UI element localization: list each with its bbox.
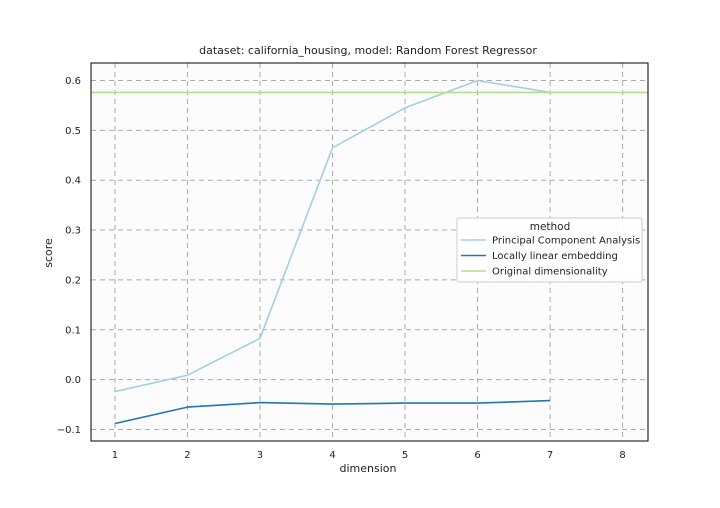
legend-label-principal-component-analysis: Principal Component Analysis (492, 236, 640, 247)
x-axis-label: dimension (340, 462, 397, 475)
legend-label-locally-linear-embedding: Locally linear embedding (492, 251, 618, 262)
y-tick-label: 0.3 (65, 226, 81, 237)
x-tick-label: 3 (257, 450, 263, 461)
y-tick-label: 0.5 (65, 126, 81, 137)
y-tick-label: 0.0 (65, 375, 81, 386)
y-tick-label: 0.1 (65, 325, 81, 336)
legend-title: method (530, 221, 571, 233)
legend: method Principal Component Analysis Local… (457, 218, 642, 282)
legend-label-original-dimensionality: Original dimensionality (492, 267, 608, 278)
y-tick-label: 0.6 (65, 76, 81, 87)
y-axis-label: score (42, 238, 55, 268)
x-tick-label: 2 (184, 450, 190, 461)
x-tick-label: 5 (402, 450, 408, 461)
y-tick-label: 0.4 (65, 176, 81, 187)
x-tick-label: 4 (329, 450, 335, 461)
chart-title: dataset: california_housing, model: Rand… (199, 44, 537, 57)
x-tick-label: 1 (112, 450, 118, 461)
x-tick-label: 8 (619, 450, 625, 461)
x-tick-label: 7 (547, 450, 553, 461)
y-tick-label: −0.1 (57, 425, 81, 436)
y-tick-label: 0.2 (65, 275, 81, 286)
x-tick-label: 6 (474, 450, 480, 461)
